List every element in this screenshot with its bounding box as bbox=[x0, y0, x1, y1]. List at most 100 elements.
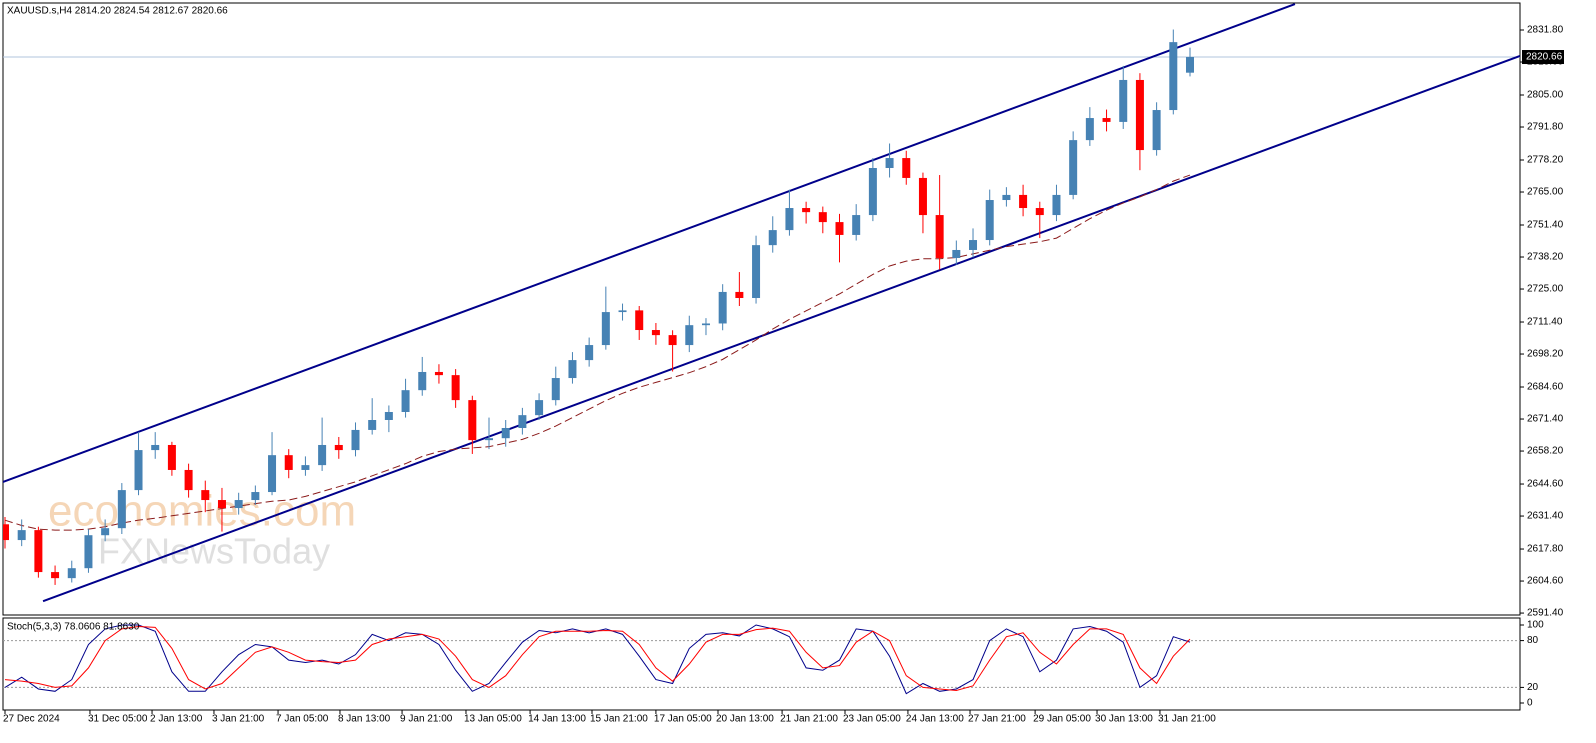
candle-body bbox=[935, 215, 944, 258]
candle-body bbox=[768, 230, 777, 246]
candle-body bbox=[1035, 208, 1044, 216]
candle-body bbox=[618, 310, 627, 313]
candle-body bbox=[1052, 194, 1061, 216]
candle-body bbox=[1102, 118, 1111, 122]
candle-body bbox=[268, 455, 277, 493]
candle-body bbox=[167, 444, 176, 470]
x-tick-label: 13 Jan 05:00 bbox=[464, 714, 522, 725]
x-tick-label: 3 Jan 21:00 bbox=[212, 714, 265, 725]
candle-body bbox=[952, 249, 961, 258]
x-tick-label: 9 Jan 21:00 bbox=[400, 714, 453, 725]
candle-body bbox=[1135, 79, 1144, 151]
x-tick-label: 23 Jan 05:00 bbox=[843, 714, 901, 725]
candle-body bbox=[501, 428, 510, 439]
candle-body bbox=[985, 200, 994, 241]
y-tick-label: 2725.00 bbox=[1527, 284, 1564, 295]
candle-body bbox=[301, 465, 310, 470]
y-tick-label: 2617.80 bbox=[1527, 544, 1564, 555]
candle-body bbox=[234, 500, 243, 509]
candle-body bbox=[852, 215, 861, 235]
candle-body bbox=[585, 345, 594, 361]
candle-body bbox=[468, 400, 477, 441]
candle-body bbox=[217, 500, 226, 509]
candle-body bbox=[785, 208, 794, 231]
y-tick-label: 2711.40 bbox=[1527, 317, 1563, 328]
candle-body bbox=[1019, 194, 1028, 209]
chart-title: XAUUSD.s,H4 2814.20 2824.54 2812.67 2820… bbox=[7, 6, 228, 17]
candle-body bbox=[835, 222, 844, 235]
x-tick-label: 8 Jan 13:00 bbox=[338, 714, 391, 725]
candle-body bbox=[568, 360, 577, 379]
candle-body bbox=[17, 530, 26, 541]
candle-body bbox=[251, 492, 260, 501]
x-tick-label: 31 Dec 05:00 bbox=[88, 714, 148, 725]
stoch-panel bbox=[2, 617, 1521, 711]
y-tick-label: 2778.20 bbox=[1527, 155, 1564, 166]
y-tick-label: 2805.00 bbox=[1527, 90, 1564, 101]
x-tick-label: 7 Jan 05:00 bbox=[276, 714, 329, 725]
channel-line bbox=[3, 3, 1296, 484]
y-tick-label: 2591.40 bbox=[1527, 608, 1564, 619]
x-tick-label: 17 Jan 05:00 bbox=[654, 714, 712, 725]
stoch-tick-label: 20 bbox=[1527, 682, 1539, 693]
candle-body bbox=[134, 450, 143, 491]
price-panel bbox=[2, 2, 1521, 616]
candle-body bbox=[1069, 140, 1078, 195]
candle-body bbox=[34, 530, 43, 573]
candle-body bbox=[351, 429, 360, 451]
candle-body bbox=[451, 375, 460, 401]
candle-body bbox=[518, 415, 527, 429]
candle-body bbox=[1119, 79, 1128, 122]
candle-body bbox=[84, 535, 93, 569]
stoch-tick-label: 0 bbox=[1527, 698, 1533, 709]
y-tick-label: 2631.40 bbox=[1527, 511, 1564, 522]
candle-body bbox=[735, 291, 744, 299]
y-tick-label: 2698.20 bbox=[1527, 349, 1564, 360]
candle-body bbox=[1085, 118, 1094, 141]
candle-body bbox=[868, 168, 877, 216]
candle-body bbox=[535, 400, 544, 416]
y-tick-label: 2604.60 bbox=[1527, 576, 1564, 587]
stoch-line bbox=[4, 626, 1191, 692]
candle-body bbox=[1169, 42, 1178, 111]
x-tick-label: 15 Jan 21:00 bbox=[590, 714, 648, 725]
y-tick-label: 2765.00 bbox=[1527, 187, 1564, 198]
candle-body bbox=[902, 158, 911, 178]
x-tick-label: 20 Jan 13:00 bbox=[716, 714, 774, 725]
candle-body bbox=[1185, 57, 1194, 73]
x-tick-label: 27 Jan 21:00 bbox=[968, 714, 1026, 725]
y-tick-label: 2738.20 bbox=[1527, 252, 1564, 263]
x-tick-label: 27 Dec 2024 bbox=[3, 714, 60, 725]
candle-body bbox=[918, 177, 927, 216]
candle-body bbox=[651, 330, 660, 336]
candle-body bbox=[201, 490, 210, 501]
stoch-title: Stoch(5,3,3) 78.0606 81.8630 bbox=[7, 622, 140, 633]
candle-body bbox=[434, 371, 443, 376]
candle-body bbox=[418, 371, 427, 391]
candle-body bbox=[151, 444, 160, 451]
x-tick-label: 21 Jan 21:00 bbox=[780, 714, 838, 725]
candle-body bbox=[117, 490, 126, 529]
y-tick-label: 2671.40 bbox=[1527, 414, 1564, 425]
candle-body bbox=[685, 325, 694, 346]
y-tick-label: 2751.40 bbox=[1527, 220, 1564, 231]
candle-body bbox=[318, 444, 327, 466]
last-price-box bbox=[1522, 50, 1564, 65]
stoch-tick-label: 100 bbox=[1527, 620, 1544, 631]
candle-body bbox=[101, 528, 110, 536]
candle-body bbox=[485, 438, 494, 441]
candle-body bbox=[3, 524, 9, 541]
y-tick-label: 2791.80 bbox=[1527, 122, 1564, 133]
x-tick-label: 31 Jan 21:00 bbox=[1158, 714, 1216, 725]
x-tick-label: 29 Jan 05:00 bbox=[1033, 714, 1091, 725]
candle-body bbox=[718, 291, 727, 324]
candle-body bbox=[701, 323, 710, 326]
candle-body bbox=[51, 572, 60, 579]
moving-average bbox=[4, 174, 1191, 531]
watermark: FXNewsToday bbox=[98, 531, 330, 572]
candle-body bbox=[368, 420, 377, 430]
candle-body bbox=[67, 568, 76, 579]
candle-body bbox=[818, 212, 827, 223]
candle-body bbox=[184, 469, 193, 491]
